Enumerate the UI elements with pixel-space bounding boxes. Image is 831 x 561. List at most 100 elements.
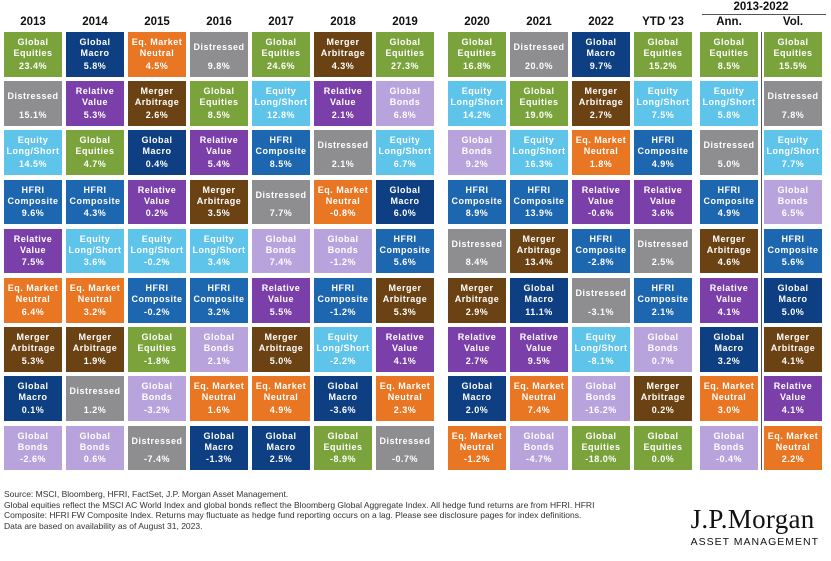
quilt-cell: Relative Value 5.3% (66, 81, 124, 126)
cell-return: 11.1% (525, 306, 553, 317)
cell-strategy: HFRI Composite (637, 135, 689, 157)
quilt-cell: Merger Arbitrage 2.9% (448, 278, 506, 323)
cell-return: 13.4% (524, 257, 554, 268)
cell-return: -18.0% (585, 454, 617, 465)
footnote-availability: Data are based on availability as of Aug… (4, 520, 203, 531)
column-header: 2018 (330, 16, 356, 28)
quilt-cell: Global Equities 16.8% (448, 32, 506, 77)
quilt-cell: HFRI Composite 3.2% (190, 278, 248, 323)
quilt-cell: Equity Long/Short 5.8% (700, 81, 758, 126)
cell-return: 3.5% (207, 208, 231, 219)
cell-return: 0.4% (145, 158, 169, 169)
quilt-cell: Global Bonds 0.7% (634, 327, 692, 372)
quilt-cell: Merger Arbitrage 2.7% (572, 81, 630, 126)
quilt-cell: Global Macro 3.2% (700, 327, 758, 372)
cell-return: 3.2% (717, 355, 741, 366)
quilt-cell: HFRI Composite 8.9% (448, 179, 506, 225)
cell-strategy: Global Bonds (713, 430, 745, 452)
cell-strategy: Relative Value (323, 86, 363, 108)
cell-return: -0.8% (329, 208, 356, 219)
cell-return: 4.5% (145, 60, 169, 71)
cell-return: 0.6% (83, 454, 107, 465)
cell-strategy: Global Equities (709, 37, 749, 58)
quilt-cell: Equity Long/Short 6.7% (376, 130, 434, 175)
column-header: 2014 (82, 16, 108, 28)
quilt-cell: Global Bonds -3.2% (128, 376, 186, 421)
quilt-cell: Relative Value 5.5% (252, 278, 310, 323)
cell-return: 19.0% (524, 109, 554, 120)
footnote-source: Source: MSCI, Bloomberg, HFRI, FactSet, … (4, 489, 289, 499)
cell-strategy: Global Macro (79, 37, 111, 58)
cell-return: 6.4% (21, 306, 45, 317)
cell-return: 2.3% (393, 404, 417, 415)
cell-return: -0.7% (391, 454, 418, 465)
cell-strategy: Equity Long/Short (512, 135, 566, 157)
cell-strategy: Relative Value (709, 283, 749, 304)
cell-strategy: HFRI Composite (379, 233, 431, 255)
cell-strategy: Global Macro (17, 381, 49, 403)
column-header: 2017 (268, 16, 294, 28)
quilt-cell: Eq. Market Neutral 4.9% (252, 376, 310, 421)
quilt-cell: Equity Long/Short 7.5% (634, 81, 692, 126)
quilt-cell: Distressed -0.7% (376, 425, 434, 471)
quilt-cell: HFRI Composite 5.6% (764, 228, 822, 274)
cell-strategy: Merger Arbitrage (454, 283, 500, 304)
cell-return: 3.4% (207, 257, 231, 268)
cell-return: 4.9% (269, 404, 293, 415)
quilt-cell: Equity Long/Short 16.3% (510, 130, 568, 175)
cell-strategy: Global Macro (585, 37, 617, 58)
quilt-cell: Global Macro 0.1% (4, 376, 62, 421)
quilt-cell: Distressed 2.5% (634, 228, 692, 274)
cell-return: -0.2% (143, 306, 170, 317)
cell-strategy: Distressed (703, 140, 755, 151)
quilt-cell: Merger Arbitrage 2.6% (128, 81, 186, 126)
quilt-cell: Merger Arbitrage 3.5% (190, 179, 248, 225)
cell-return: 7.5% (21, 257, 45, 268)
quilt-cell: HFRI Composite 13.9% (510, 179, 568, 225)
cell-strategy: Distressed (7, 91, 59, 102)
cell-return: 2.7% (589, 109, 613, 120)
cell-strategy: Equity Long/Short (378, 135, 432, 157)
quilt-cell: Global Bonds 6.5% (764, 179, 822, 225)
quilt-cell: Equity Long/Short 7.7% (764, 130, 822, 175)
cell-return: 5.6% (781, 257, 805, 268)
cell-strategy: Global Macro (713, 332, 745, 354)
quilt-cell: HFRI Composite -2.8% (572, 228, 630, 274)
quilt-cell: Eq. Market Neutral 2.2% (764, 425, 822, 471)
cell-strategy: Eq. Market Neutral (703, 381, 755, 403)
cell-strategy: Eq. Market Neutral (513, 381, 565, 403)
cell-return: 2.9% (465, 306, 489, 317)
quilt-cell: Global Bonds 9.2% (448, 130, 506, 175)
cell-return: 8.5% (717, 60, 741, 71)
quilt-cell: Distressed 7.7% (252, 179, 310, 225)
cell-strategy: Global Equities (773, 37, 813, 58)
cell-strategy: Global Equities (519, 86, 559, 108)
quilt-cell: HFRI Composite 8.5% (252, 130, 310, 175)
cell-strategy: Distressed (255, 189, 307, 200)
cell-strategy: Equity Long/Short (192, 233, 246, 255)
quilt-cell: HFRI Composite 2.1% (634, 278, 692, 323)
cell-return: -2.2% (329, 355, 356, 366)
cell-return: 9.2% (465, 158, 489, 169)
quilt-cell: Global Bonds 6.8% (376, 81, 434, 126)
cell-strategy: Global Equities (643, 37, 683, 58)
jpmorgan-logo: J.P.Morgan ASSET MANAGEMENT (691, 505, 819, 548)
logo-subtitle: ASSET MANAGEMENT (690, 536, 819, 548)
cell-strategy: Relative Value (13, 233, 53, 255)
quilt-cell: Global Equities 0.0% (634, 425, 692, 471)
quilt-cell: Global Macro 11.1% (510, 278, 568, 323)
footnote-composite: Composite: HFRI FW Composite Index. Retu… (4, 510, 582, 520)
quilt-cell: Distressed 7.8% (764, 81, 822, 126)
cell-strategy: Equity Long/Short (766, 135, 820, 157)
column-header: Vol. (782, 16, 804, 28)
cell-strategy: Merger Arbitrage (706, 233, 752, 255)
quilt-cell: Global Macro 5.8% (66, 32, 124, 77)
quilt-cell: Relative Value 7.5% (4, 228, 62, 274)
group-header-rule (702, 14, 826, 15)
cell-return: 13.9% (524, 208, 554, 219)
cell-return: 5.3% (393, 306, 417, 317)
cell-strategy: Global Macro (327, 381, 359, 403)
cell-return: 2.7% (465, 355, 489, 366)
quilt-cell: Global Macro 0.4% (128, 130, 186, 175)
column-header: YTD '23 (642, 16, 684, 28)
